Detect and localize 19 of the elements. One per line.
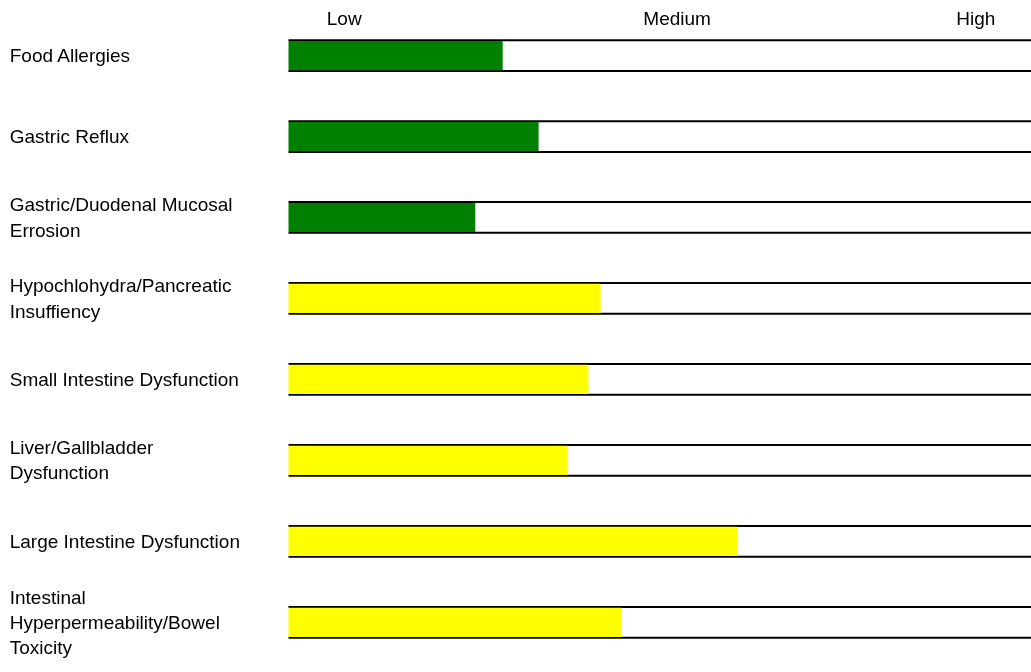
bar: [288, 445, 568, 475]
bar: [288, 40, 503, 71]
y-tick-label: Large Intestine Dysfunction: [9, 530, 240, 552]
bar: [288, 202, 476, 233]
bar: [288, 121, 539, 152]
text: High: [956, 7, 996, 29]
y-tick-label: Gastric/Duodenal Mucosal Errosion: [9, 194, 233, 241]
y-tick-label: Food Allergies: [9, 45, 131, 67]
bar: [288, 607, 622, 637]
annotation: Medium: [643, 7, 711, 29]
y-tick-label: Intestinal Hyperpermeability/Bowel Toxicity: [9, 586, 220, 658]
y-tick-label: Liver/Gallbladder Dysfunction: [9, 437, 155, 484]
annotation: Low: [326, 7, 362, 29]
bar: [288, 364, 589, 394]
bar: [288, 283, 601, 314]
y-tick-label: Hypochlohydra/Pancreatic Insuffiency: [9, 275, 232, 322]
bar: [288, 526, 738, 556]
y-tick-label: Small Intestine Dysfunction: [9, 368, 239, 390]
y-tick-label: Gastric Reflux: [9, 126, 130, 148]
